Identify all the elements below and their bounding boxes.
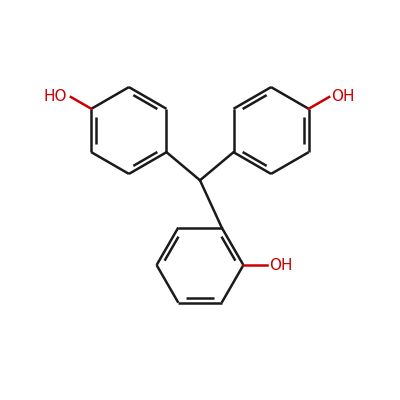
Text: OH: OH: [269, 258, 292, 272]
Text: HO: HO: [43, 90, 67, 104]
Text: OH: OH: [331, 90, 355, 104]
